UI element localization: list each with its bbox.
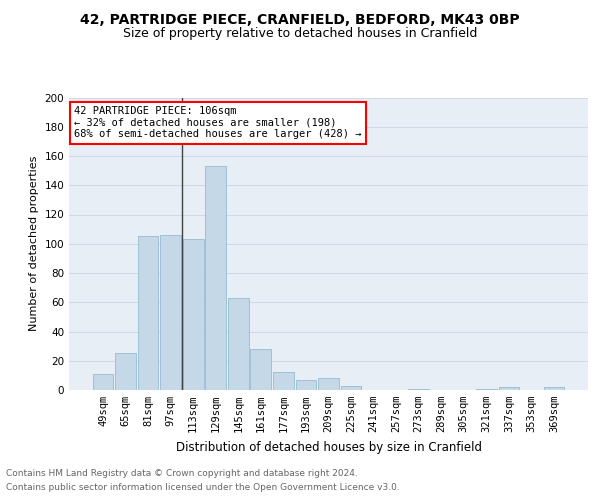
- Bar: [160, 235, 181, 390]
- Bar: [296, 380, 316, 390]
- Text: 42 PARTRIDGE PIECE: 106sqm
← 32% of detached houses are smaller (198)
68% of sem: 42 PARTRIDGE PIECE: 106sqm ← 32% of deta…: [74, 106, 362, 140]
- Text: Contains HM Land Registry data © Crown copyright and database right 2024.: Contains HM Land Registry data © Crown c…: [6, 468, 358, 477]
- Bar: [318, 378, 339, 390]
- Bar: [183, 240, 203, 390]
- Bar: [544, 387, 565, 390]
- Bar: [476, 388, 497, 390]
- Bar: [499, 387, 520, 390]
- Bar: [341, 386, 361, 390]
- Text: 42, PARTRIDGE PIECE, CRANFIELD, BEDFORD, MK43 0BP: 42, PARTRIDGE PIECE, CRANFIELD, BEDFORD,…: [80, 12, 520, 26]
- Bar: [137, 236, 158, 390]
- Y-axis label: Number of detached properties: Number of detached properties: [29, 156, 39, 332]
- Bar: [250, 349, 271, 390]
- Text: Contains public sector information licensed under the Open Government Licence v3: Contains public sector information licen…: [6, 484, 400, 492]
- Bar: [205, 166, 226, 390]
- Bar: [273, 372, 294, 390]
- Bar: [409, 388, 429, 390]
- X-axis label: Distribution of detached houses by size in Cranfield: Distribution of detached houses by size …: [176, 440, 482, 454]
- Bar: [228, 298, 248, 390]
- Bar: [92, 374, 113, 390]
- Text: Size of property relative to detached houses in Cranfield: Size of property relative to detached ho…: [123, 28, 477, 40]
- Bar: [115, 354, 136, 390]
